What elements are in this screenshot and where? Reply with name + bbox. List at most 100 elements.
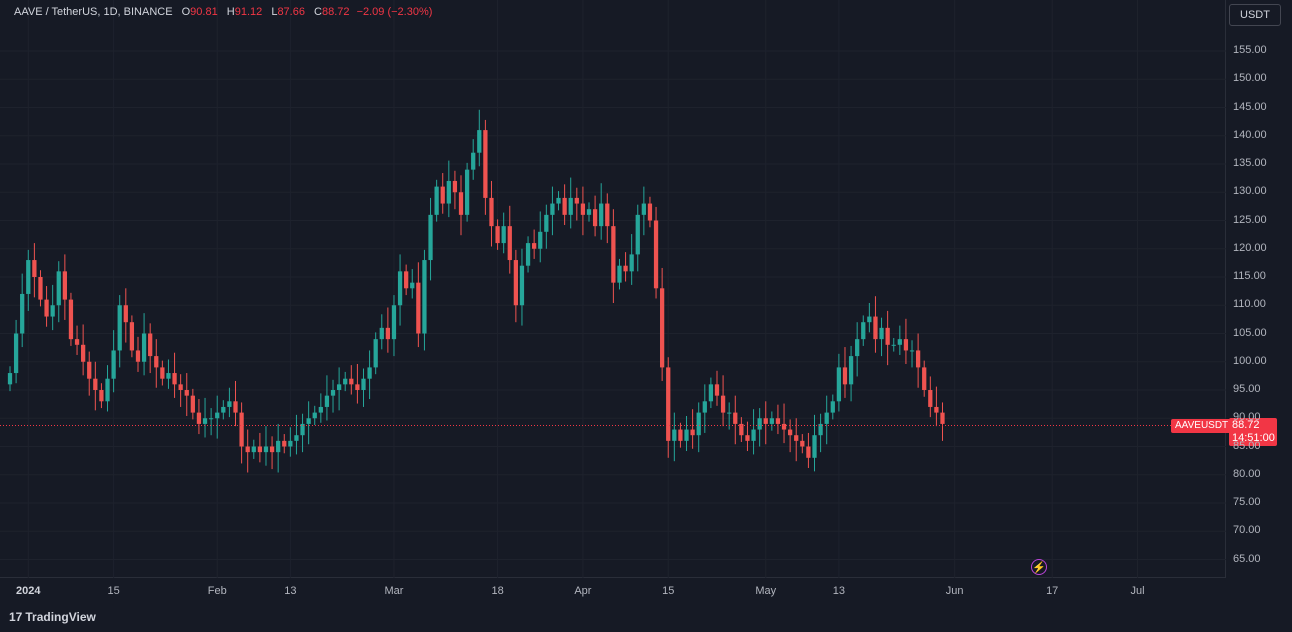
candle[interactable] [190, 388, 195, 420]
candle[interactable] [525, 236, 531, 273]
candle[interactable] [714, 370, 720, 406]
candle[interactable] [891, 338, 896, 352]
flash-icon[interactable]: ⚡ [1031, 559, 1047, 575]
candle[interactable] [434, 179, 439, 222]
candle[interactable] [452, 170, 458, 210]
candle[interactable] [519, 248, 525, 326]
candle[interactable] [160, 360, 165, 386]
candle[interactable] [148, 323, 153, 374]
candle[interactable] [787, 419, 793, 453]
candle[interactable] [483, 119, 488, 215]
candle[interactable] [105, 365, 110, 412]
candle[interactable] [641, 186, 646, 236]
candle[interactable] [769, 411, 774, 431]
candle[interactable] [915, 333, 921, 388]
candle[interactable] [93, 361, 98, 411]
candle[interactable] [227, 387, 232, 418]
candle[interactable] [855, 322, 860, 377]
candle[interactable] [300, 413, 305, 453]
candle[interactable] [495, 219, 500, 250]
candle[interactable] [178, 374, 183, 407]
candle[interactable] [111, 330, 116, 393]
candle[interactable] [68, 292, 74, 346]
candle[interactable] [233, 380, 238, 427]
candle[interactable] [647, 196, 653, 228]
plot-area[interactable] [0, 0, 1226, 578]
candle[interactable] [7, 366, 13, 392]
candle[interactable] [239, 402, 244, 464]
candle[interactable] [928, 376, 933, 418]
candle[interactable] [702, 384, 707, 433]
candle[interactable] [263, 426, 269, 466]
candle[interactable] [830, 394, 835, 420]
candle[interactable] [26, 249, 31, 311]
candle[interactable] [269, 436, 275, 470]
candle[interactable] [391, 295, 397, 357]
candle[interactable] [781, 403, 787, 444]
candle[interactable] [562, 184, 567, 226]
candle[interactable] [489, 180, 494, 247]
candle[interactable] [38, 270, 43, 307]
candle[interactable] [221, 400, 226, 420]
candle[interactable] [922, 360, 927, 397]
candle[interactable] [44, 286, 49, 327]
candle[interactable] [422, 249, 427, 351]
candle[interactable] [800, 434, 805, 454]
candle[interactable] [599, 183, 604, 240]
candle[interactable] [550, 186, 555, 236]
candle[interactable] [574, 187, 579, 221]
candle[interactable] [458, 175, 464, 236]
candle[interactable] [99, 383, 104, 409]
candle[interactable] [824, 395, 829, 445]
candle[interactable] [897, 325, 902, 355]
candle[interactable] [294, 414, 299, 455]
candle[interactable] [745, 421, 750, 452]
candle[interactable] [367, 350, 372, 400]
candle[interactable] [330, 379, 336, 413]
candle[interactable] [842, 347, 848, 398]
candle[interactable] [428, 197, 433, 281]
candle[interactable] [592, 195, 598, 237]
candle[interactable] [806, 432, 811, 468]
candle[interactable] [477, 109, 482, 167]
candle[interactable] [538, 211, 543, 263]
candle[interactable] [568, 177, 573, 229]
candle[interactable] [373, 332, 378, 375]
candle[interactable] [343, 371, 348, 392]
candle[interactable] [763, 401, 768, 445]
candle[interactable] [56, 261, 61, 323]
candle[interactable] [379, 314, 384, 350]
candle[interactable] [50, 284, 55, 331]
currency-button[interactable]: USDT [1229, 4, 1281, 26]
candle[interactable] [288, 427, 293, 457]
candle[interactable] [733, 395, 738, 445]
candle[interactable] [635, 204, 640, 272]
candle[interactable] [940, 402, 945, 441]
candle[interactable] [141, 313, 147, 376]
candle[interactable] [775, 404, 781, 435]
candle[interactable] [757, 408, 762, 447]
candle[interactable] [586, 202, 592, 222]
candle[interactable] [32, 243, 37, 298]
candle[interactable] [312, 405, 317, 426]
candle[interactable] [532, 229, 537, 259]
candle[interactable] [507, 205, 512, 274]
candle[interactable] [464, 162, 470, 222]
candle[interactable] [154, 339, 159, 388]
candle[interactable] [684, 415, 689, 452]
candle[interactable] [611, 209, 616, 303]
candle[interactable] [848, 345, 854, 402]
candle[interactable] [355, 364, 360, 404]
candle[interactable] [720, 375, 726, 427]
candle[interactable] [623, 252, 628, 282]
candle[interactable] [87, 351, 92, 396]
candle[interactable] [471, 139, 476, 180]
candle[interactable] [446, 160, 451, 218]
candle[interactable] [184, 373, 189, 416]
candle[interactable] [873, 296, 878, 353]
candle[interactable] [257, 432, 263, 463]
candle[interactable] [879, 317, 884, 357]
candle[interactable] [605, 193, 610, 244]
candle[interactable] [672, 412, 677, 462]
symbol-name[interactable]: AAVE / TetherUS, 1D, BINANCE [14, 6, 173, 18]
